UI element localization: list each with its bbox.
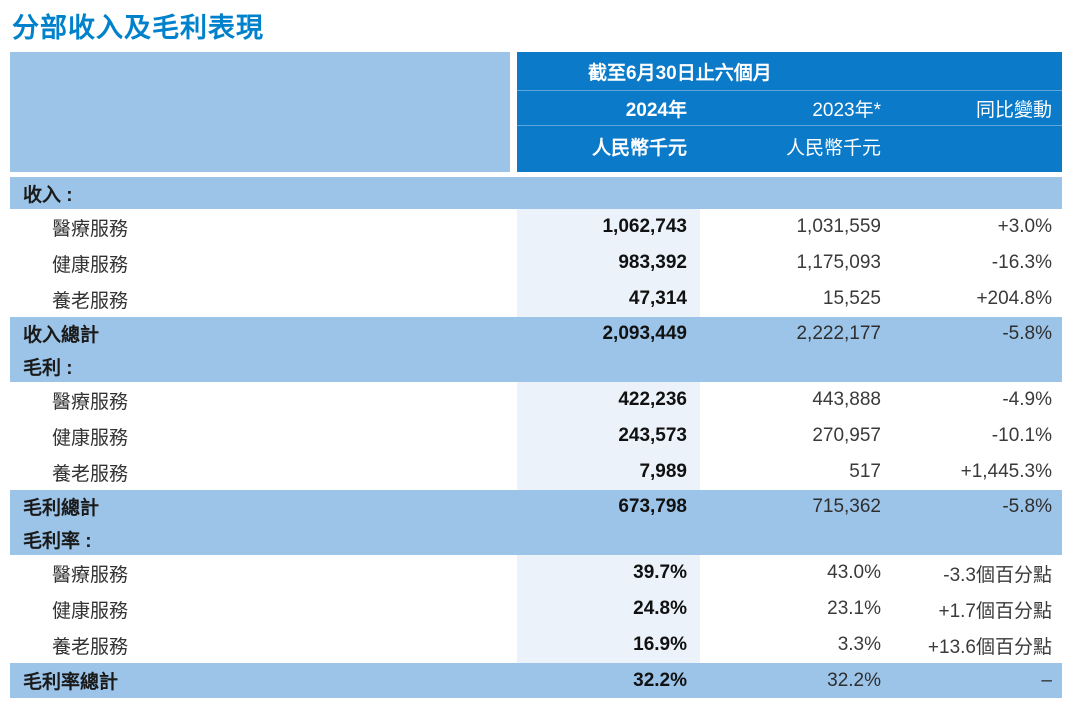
row-label: 醫療服務 xyxy=(52,218,129,240)
value-2023: 2,222,177 xyxy=(796,322,881,344)
value-2024: 16.9% xyxy=(517,627,700,663)
header-change-label: 同比變動 xyxy=(975,99,1052,121)
row-label: 健康服務 xyxy=(52,254,129,276)
value-2024: 39.7% xyxy=(517,555,700,591)
value-change: +1,445.3% xyxy=(960,461,1052,482)
table-row: 健康服務 983,392 1,175,093 -16.3% xyxy=(10,245,1062,281)
table-row-revenue-total: 收入總計 2,093,449 2,222,177 -5.8% xyxy=(10,317,1062,350)
value-2023: 517 xyxy=(849,461,881,482)
table-row: 健康服務 24.8% 23.1% +1.7個百分點 xyxy=(10,591,1062,627)
value-2024 xyxy=(517,350,700,382)
value-2023: 32.2% xyxy=(827,669,881,691)
row-label: 毛利 : xyxy=(23,357,73,379)
value-change: – xyxy=(1041,669,1052,691)
row-label: 養老服務 xyxy=(52,290,129,312)
header-unit-2024: 人民幣千元 xyxy=(591,138,687,159)
header-year-2023: 2023年* xyxy=(812,99,881,121)
value-change: -4.9% xyxy=(1002,389,1052,410)
value-2024: 983,392 xyxy=(517,245,700,281)
value-2024: 243,573 xyxy=(517,418,700,454)
header-period: 截至6月30日止六個月 xyxy=(588,62,772,84)
header-period-row: 截至6月30日止六個月 xyxy=(517,52,1062,90)
value-change xyxy=(892,350,1062,382)
row-label: 收入總計 xyxy=(23,325,100,346)
value-2024: 32.2% xyxy=(633,669,687,691)
table-row-section-revenue: 收入 : xyxy=(10,177,1062,209)
table-row-gross-profit-total: 毛利總計 673,798 715,362 -5.8% xyxy=(10,490,1062,523)
value-2023: 15,525 xyxy=(822,288,881,309)
value-2024: 2,093,449 xyxy=(602,322,687,344)
row-label: 養老服務 xyxy=(52,463,129,485)
value-2023 xyxy=(700,177,892,209)
value-2023: 23.1% xyxy=(827,598,881,619)
header-year-2024: 2024年 xyxy=(625,99,687,121)
value-2023: 715,362 xyxy=(812,495,881,517)
table-row: 健康服務 243,573 270,957 -10.1% xyxy=(10,418,1062,454)
header-unit-row: 人民幣千元 人民幣千元 xyxy=(517,125,1062,172)
row-label: 毛利率 : xyxy=(23,530,92,552)
table-row-section-gross-margin: 毛利率 : xyxy=(10,523,1062,555)
value-2024: 7,989 xyxy=(517,454,700,490)
value-2024 xyxy=(517,523,700,555)
value-change: -10.1% xyxy=(991,425,1052,446)
segment-revenue-table: 截至6月30日止六個月 2024年 2023年* 同比變動 人民幣千元 人民幣千… xyxy=(10,52,1062,698)
value-2024: 1,062,743 xyxy=(517,209,700,245)
value-change xyxy=(892,523,1062,555)
value-change: -5.8% xyxy=(1002,322,1052,344)
value-2024: 24.8% xyxy=(517,591,700,627)
value-change: -16.3% xyxy=(991,252,1052,273)
row-label: 毛利率總計 xyxy=(23,672,119,693)
header-year-row: 2024年 2023年* 同比變動 xyxy=(517,90,1062,125)
row-label: 收入 : xyxy=(23,184,73,206)
value-change: -3.3個百分點 xyxy=(943,564,1052,586)
value-change xyxy=(892,177,1062,209)
row-label: 健康服務 xyxy=(52,427,129,449)
value-2023 xyxy=(700,523,892,555)
row-label: 養老服務 xyxy=(52,636,129,658)
value-2024: 422,236 xyxy=(517,382,700,418)
value-2023 xyxy=(700,350,892,382)
table-row: 醫療服務 39.7% 43.0% -3.3個百分點 xyxy=(10,555,1062,591)
value-2023: 1,175,093 xyxy=(796,252,881,273)
value-2023: 270,957 xyxy=(812,425,881,446)
value-change: +1.7個百分點 xyxy=(938,600,1052,622)
value-2023: 43.0% xyxy=(827,562,881,583)
value-change: +204.8% xyxy=(976,288,1052,309)
value-2023: 3.3% xyxy=(837,634,881,655)
value-2023: 443,888 xyxy=(812,389,881,410)
header-unit-2023: 人民幣千元 xyxy=(785,138,881,159)
value-2023: 1,031,559 xyxy=(796,216,881,237)
page-title: 分部收入及毛利表現 xyxy=(12,13,264,43)
header-values-block: 截至6月30日止六個月 2024年 2023年* 同比變動 人民幣千元 人民幣千… xyxy=(517,52,1062,172)
table-row: 醫療服務 422,236 443,888 -4.9% xyxy=(10,382,1062,418)
value-2024: 47,314 xyxy=(517,281,700,317)
row-label: 醫療服務 xyxy=(52,564,129,586)
table-row: 養老服務 16.9% 3.3% +13.6個百分點 xyxy=(10,627,1062,663)
value-change: +3.0% xyxy=(997,216,1052,237)
row-label: 醫療服務 xyxy=(52,391,129,413)
row-label: 毛利總計 xyxy=(23,498,100,519)
table-row-section-gross-profit: 毛利 : xyxy=(10,350,1062,382)
table-row: 養老服務 47,314 15,525 +204.8% xyxy=(10,281,1062,317)
value-change: -5.8% xyxy=(1002,495,1052,517)
table-row-gross-margin-total: 毛利率總計 32.2% 32.2% – xyxy=(10,663,1062,698)
row-label: 健康服務 xyxy=(52,600,129,622)
value-2024 xyxy=(517,177,700,209)
table-header: 截至6月30日止六個月 2024年 2023年* 同比變動 人民幣千元 人民幣千… xyxy=(10,52,1062,172)
table-row: 養老服務 7,989 517 +1,445.3% xyxy=(10,454,1062,490)
table-body: 收入 : 醫療服務 1,062,743 1,031,559 +3.0% 健康服務… xyxy=(10,177,1062,698)
header-gap xyxy=(510,52,517,172)
header-label-spacer xyxy=(10,52,510,172)
value-change: +13.6個百分點 xyxy=(927,636,1052,658)
table-row: 醫療服務 1,062,743 1,031,559 +3.0% xyxy=(10,209,1062,245)
value-2024: 673,798 xyxy=(618,495,687,517)
